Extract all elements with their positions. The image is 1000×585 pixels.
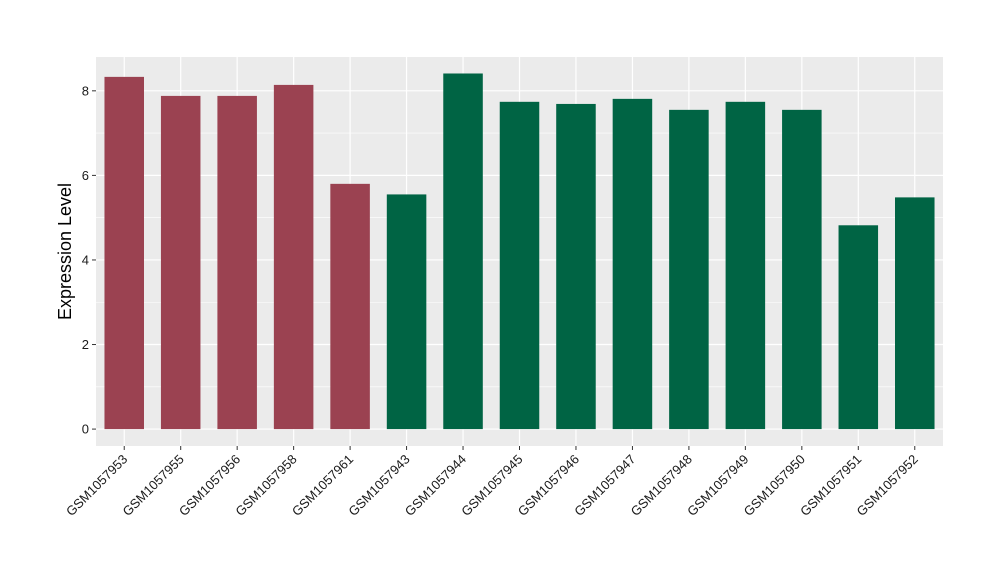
bar-GSM1057958	[273, 84, 314, 430]
y-tick-label: 0	[82, 422, 89, 437]
bar-GSM1057956	[217, 95, 257, 430]
bar-GSM1057948	[669, 109, 709, 430]
bar-GSM1057949	[725, 101, 766, 430]
bars-group	[104, 73, 935, 430]
bar-GSM1057944	[443, 73, 483, 430]
bar-GSM1057951	[838, 225, 879, 430]
bar-GSM1057952	[895, 197, 935, 430]
bar-GSM1057947	[612, 98, 653, 430]
y-tick-label: 4	[82, 252, 89, 267]
y-tick-label: 2	[82, 337, 89, 352]
bar-GSM1057953	[104, 76, 144, 430]
bar-GSM1057946	[556, 103, 596, 430]
bar-GSM1057950	[782, 109, 822, 430]
bar-GSM1057943	[386, 194, 427, 430]
bar-GSM1057955	[160, 95, 201, 430]
y-axis-label: Expression Level	[55, 183, 75, 320]
y-axis: 0 2 4 6 8	[82, 83, 96, 437]
x-axis: GSM1057953GSM1057955GSM1057956GSM1057958…	[63, 446, 921, 519]
y-tick-label: 6	[82, 168, 89, 183]
bar-GSM1057945	[499, 101, 540, 430]
y-tick-label: 8	[82, 83, 89, 98]
bar-GSM1057961	[330, 183, 370, 430]
